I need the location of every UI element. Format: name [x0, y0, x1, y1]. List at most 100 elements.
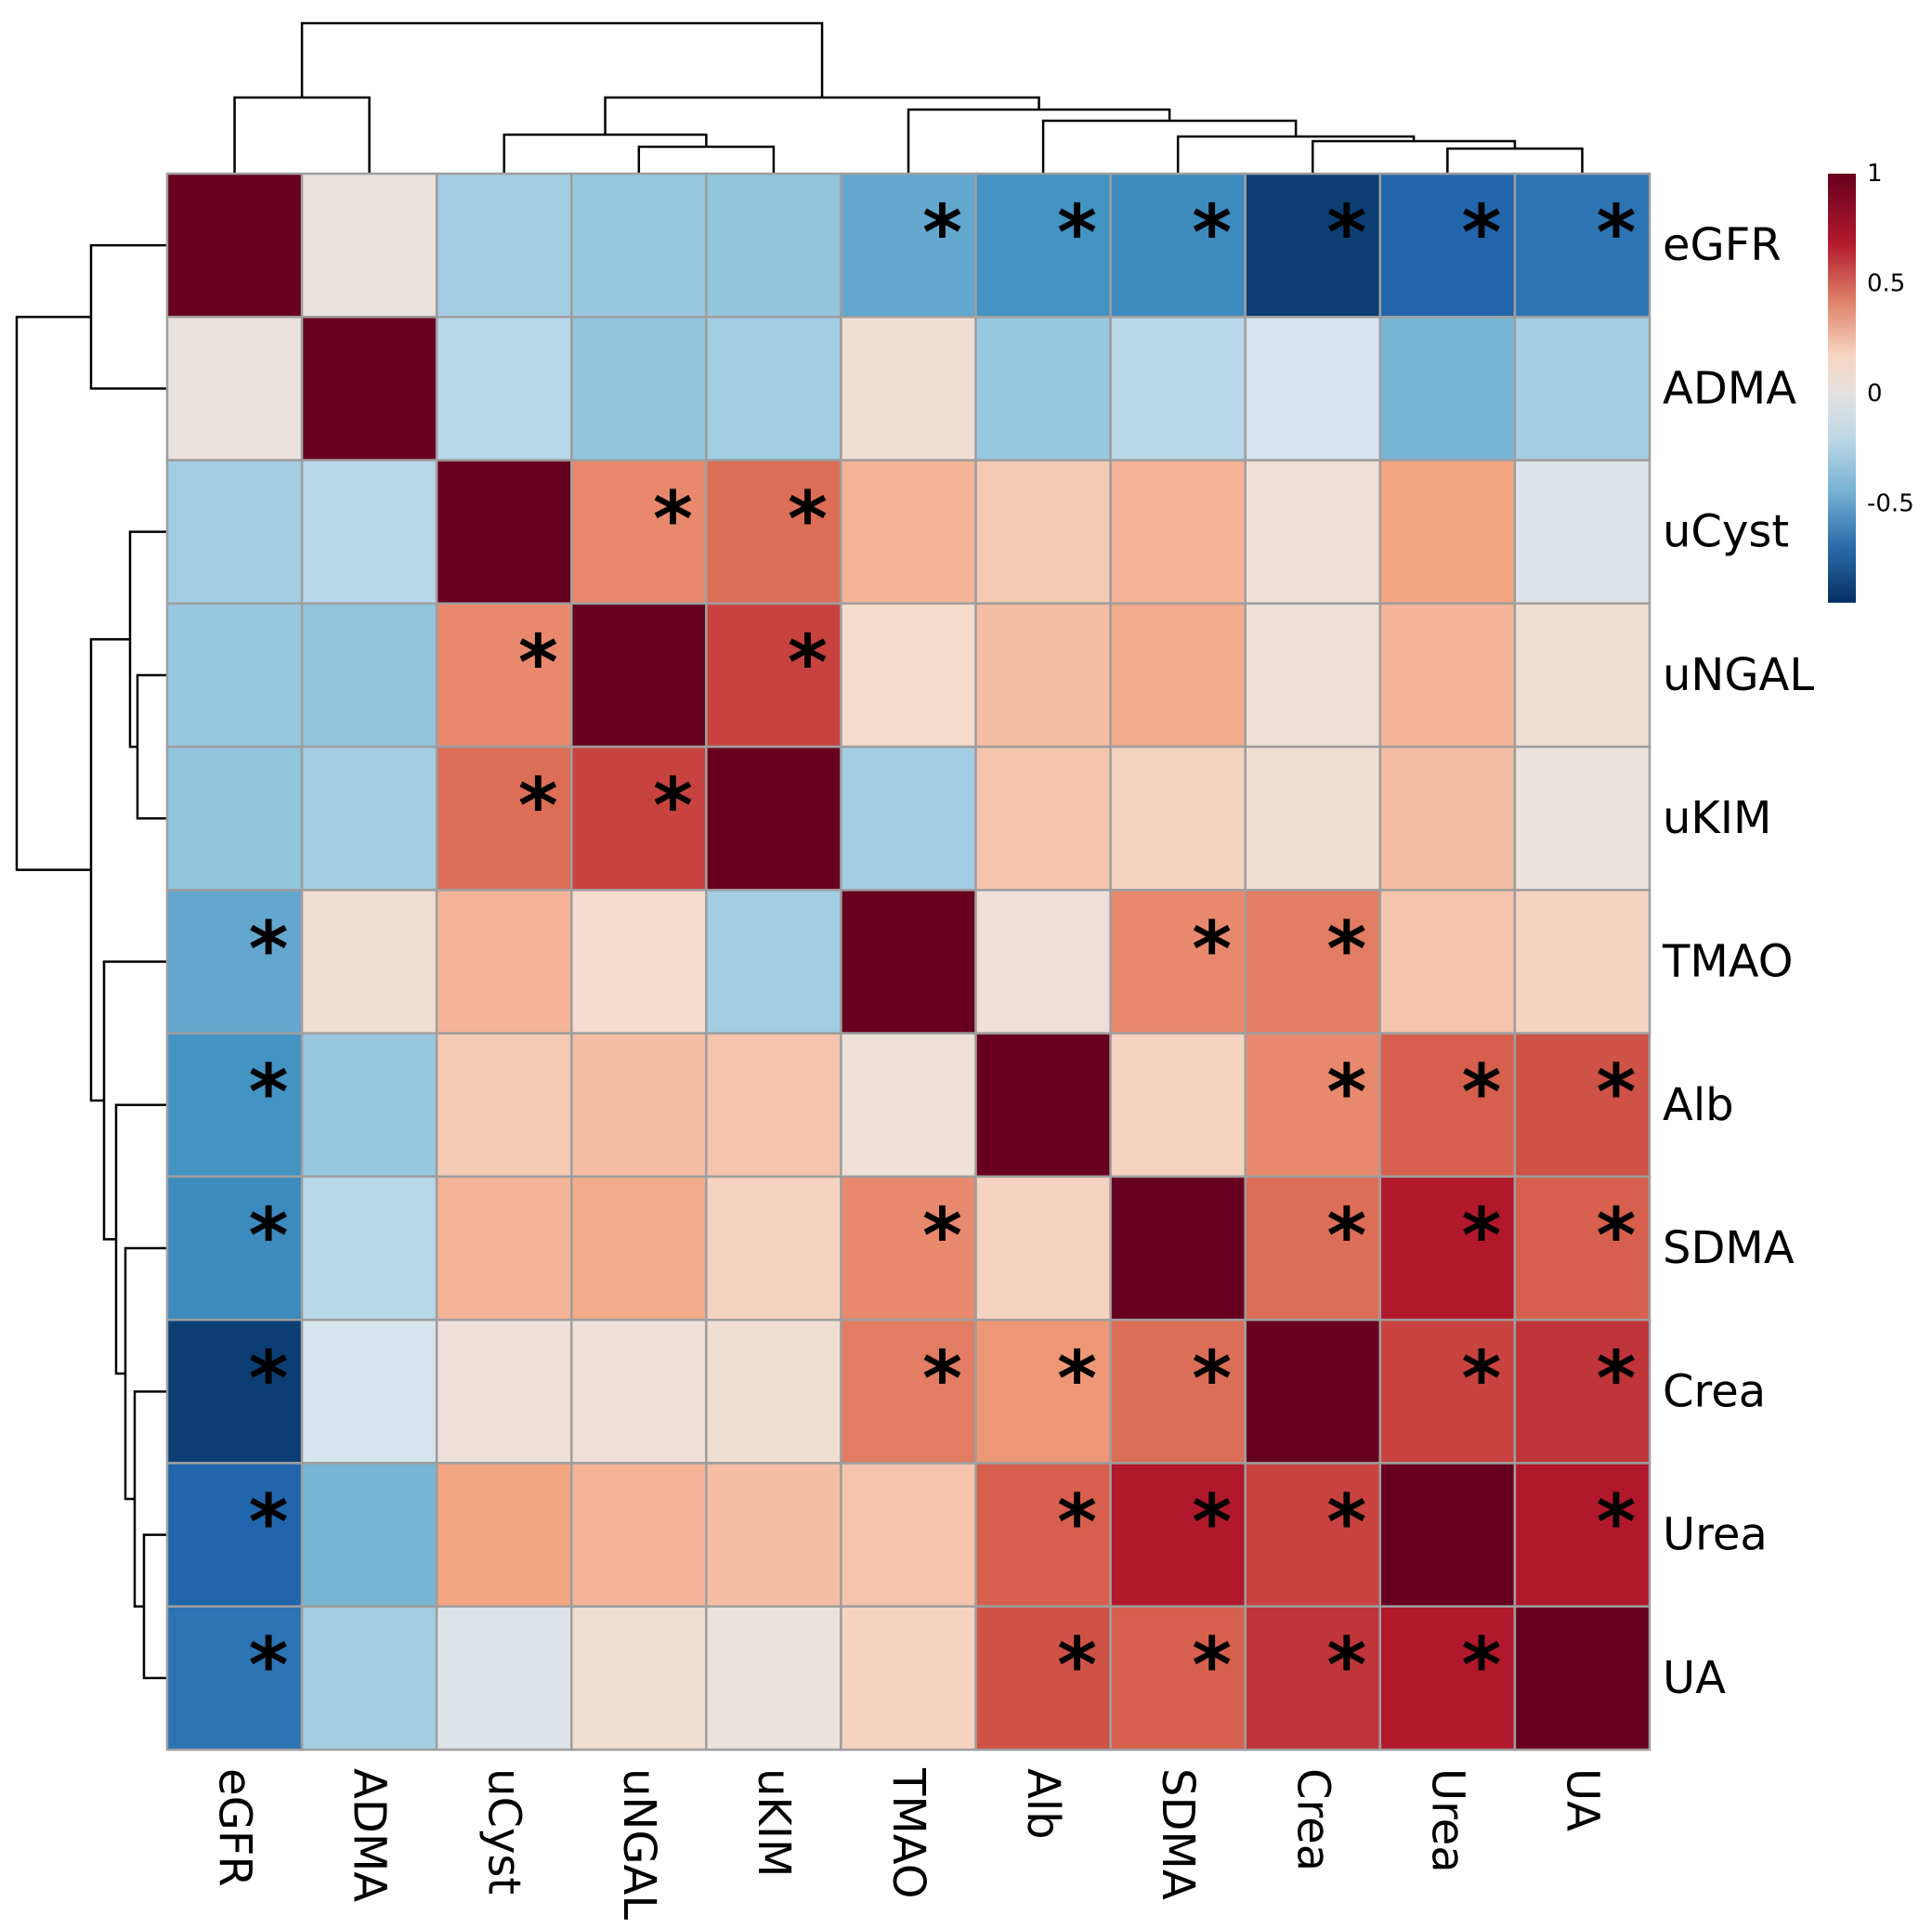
- significance-star: *: [653, 762, 693, 851]
- heatmap-cell-Crea-uKIM: [705, 1318, 842, 1465]
- column-label-Crea: Crea: [1286, 1768, 1338, 1871]
- heatmap-cell-SDMA-uNGAL: [570, 1175, 708, 1322]
- column-labels: eGFR ADMA uCyst uNGAL uKIM TMAO Alb SDMA Crea Ure…: [209, 1767, 1609, 1920]
- heatmap-cell-ADMA-Crea: [1244, 316, 1382, 462]
- significance-star: *: [922, 1192, 962, 1281]
- col-merge-urea-ua: [1446, 147, 1584, 174]
- heatmap-cell-uNGAL-uCyst: [435, 602, 573, 749]
- heatmap-cell-Urea-eGFR: [165, 1462, 304, 1608]
- heatmap-cell-uKIM-uNGAL: [570, 745, 708, 892]
- row-merge-tmao: [102, 960, 167, 1241]
- heatmap-cell-Alb-Alb: [974, 1032, 1112, 1179]
- row-merge-crea: [133, 1390, 167, 1608]
- heatmap-cell-UA-ADMA: [300, 1605, 438, 1752]
- col-merge-alb: [1041, 119, 1298, 174]
- significance-star: *: [249, 1049, 289, 1138]
- row-label-uNGAL: uNGAL: [1663, 649, 1814, 701]
- heatmap-cell-Crea-ADMA: [300, 1318, 438, 1465]
- row-merge-alb: [114, 1103, 167, 1375]
- heatmap-cell-uKIM-Alb: [974, 745, 1112, 892]
- significance-star: *: [1326, 905, 1366, 994]
- column-label-uNGAL: uNGAL: [613, 1768, 665, 1920]
- heatmap-cell-uKIM-TMAO: [840, 745, 977, 892]
- col-merge-tmao: [907, 108, 1171, 174]
- heatmap-cell-uKIM-ADMA: [300, 745, 438, 892]
- row-label-Alb: Alb: [1663, 1079, 1734, 1131]
- column-label-eGFR: eGFR: [209, 1768, 261, 1887]
- heatmap-cell-ADMA-Alb: [974, 316, 1112, 462]
- heatmap-cell-TMAO-uNGAL: [570, 889, 708, 1035]
- heatmap-cell-uKIM-uKIM: [705, 745, 842, 892]
- row-merge-root: [15, 316, 91, 871]
- heatmap-cell-Crea-uCyst: [435, 1318, 573, 1465]
- row-label-Crea: Crea: [1663, 1365, 1766, 1417]
- significance-star: *: [249, 1192, 289, 1281]
- row-merge-urinary: [89, 638, 130, 1102]
- heatmap-cell-uNGAL-Alb: [974, 602, 1112, 749]
- row-label-TMAO: TMAO: [1662, 936, 1794, 988]
- colorbar-tick-label: -0.5: [1867, 489, 1914, 517]
- heatmap-cell-Crea-TMAO: [840, 1318, 977, 1465]
- column-label-TMAO: TMAO: [882, 1767, 934, 1899]
- row-merge-sdma: [124, 1246, 167, 1501]
- heatmap-cell-uNGAL-uKIM: [705, 602, 842, 749]
- heatmap-cell-Urea-uKIM: [705, 1462, 842, 1608]
- heatmap-cell-ADMA-SDMA: [1109, 316, 1247, 462]
- heatmap-cell-ADMA-ADMA: [300, 316, 438, 462]
- row-merge-egfr-adma: [89, 243, 167, 390]
- significance-star: *: [1192, 1335, 1232, 1424]
- heatmap-cell-UA-TMAO: [840, 1605, 977, 1752]
- significance-star: *: [518, 762, 558, 851]
- significance-star: *: [1461, 1192, 1501, 1281]
- row-merge-ucyst: [128, 530, 167, 749]
- heatmap-cell-uCyst-Alb: [974, 459, 1112, 606]
- heatmap-cell-uCyst-SDMA: [1109, 459, 1247, 606]
- heatmap-cell-Alb-Urea: [1378, 1032, 1517, 1179]
- row-label-SDMA: SDMA: [1663, 1222, 1795, 1274]
- heatmap-cell-Alb-uNGAL: [570, 1032, 708, 1179]
- heatmap-cell-ADMA-TMAO: [840, 316, 977, 462]
- significance-star: *: [518, 619, 558, 708]
- significance-star: *: [1326, 189, 1366, 278]
- significance-star: *: [1057, 1335, 1097, 1424]
- heatmap-cell-eGFR-UA: [1513, 172, 1651, 319]
- heatmap-cell-uCyst-ADMA: [300, 459, 438, 606]
- heatmap-cell-uCyst-eGFR: [165, 459, 304, 606]
- heatmap-cell-Crea-eGFR: [165, 1318, 304, 1465]
- heatmap-cell-SDMA-ADMA: [300, 1175, 438, 1322]
- colorbar-ticks: 1 0.5 0 -0.5: [1867, 160, 1914, 517]
- heatmap-cells: [165, 172, 1651, 1752]
- significance-star: *: [1057, 1622, 1097, 1711]
- col-merge-ungal-ukim: [637, 145, 776, 174]
- significance-star: *: [1326, 1622, 1366, 1711]
- significance-star: *: [788, 476, 828, 565]
- colorbar-tick-label: 0.5: [1867, 270, 1905, 298]
- heatmap-cell-Urea-SDMA: [1109, 1462, 1247, 1608]
- significance-star: *: [1461, 1622, 1501, 1711]
- heatmap-cell-uKIM-SDMA: [1109, 745, 1247, 892]
- heatmap-cell-Alb-ADMA: [300, 1032, 438, 1179]
- color-legend: 1 0.5 0 -0.5: [1828, 160, 1914, 603]
- heatmap-cell-Urea-TMAO: [840, 1462, 977, 1608]
- significance-star: *: [249, 1622, 289, 1711]
- significance-star: *: [922, 1335, 962, 1424]
- column-label-ADMA: ADMA: [344, 1768, 396, 1902]
- heatmap-cell-ADMA-uNGAL: [570, 316, 708, 462]
- heatmap-cell-TMAO-TMAO: [840, 889, 977, 1035]
- heatmap-cell-Crea-Crea: [1244, 1318, 1382, 1465]
- heatmap-cell-uKIM-eGFR: [165, 745, 304, 892]
- significance-star: *: [1192, 1479, 1232, 1568]
- significance-star: *: [1057, 1479, 1097, 1568]
- heatmap-cell-uCyst-UA: [1513, 459, 1651, 606]
- heatmap-cell-TMAO-uCyst: [435, 889, 573, 1035]
- significance-star: *: [1192, 189, 1232, 278]
- heatmap-cell-TMAO-eGFR: [165, 889, 304, 1035]
- heatmap-cell-TMAO-SDMA: [1109, 889, 1247, 1035]
- heatmap-cell-ADMA-Urea: [1378, 316, 1517, 462]
- significance-star: *: [1461, 1335, 1501, 1424]
- heatmap-cell-eGFR-uNGAL: [570, 172, 708, 319]
- significance-star: *: [1326, 1479, 1366, 1568]
- heatmap-cell-ADMA-UA: [1513, 316, 1651, 462]
- heatmap-cell-TMAO-ADMA: [300, 889, 438, 1035]
